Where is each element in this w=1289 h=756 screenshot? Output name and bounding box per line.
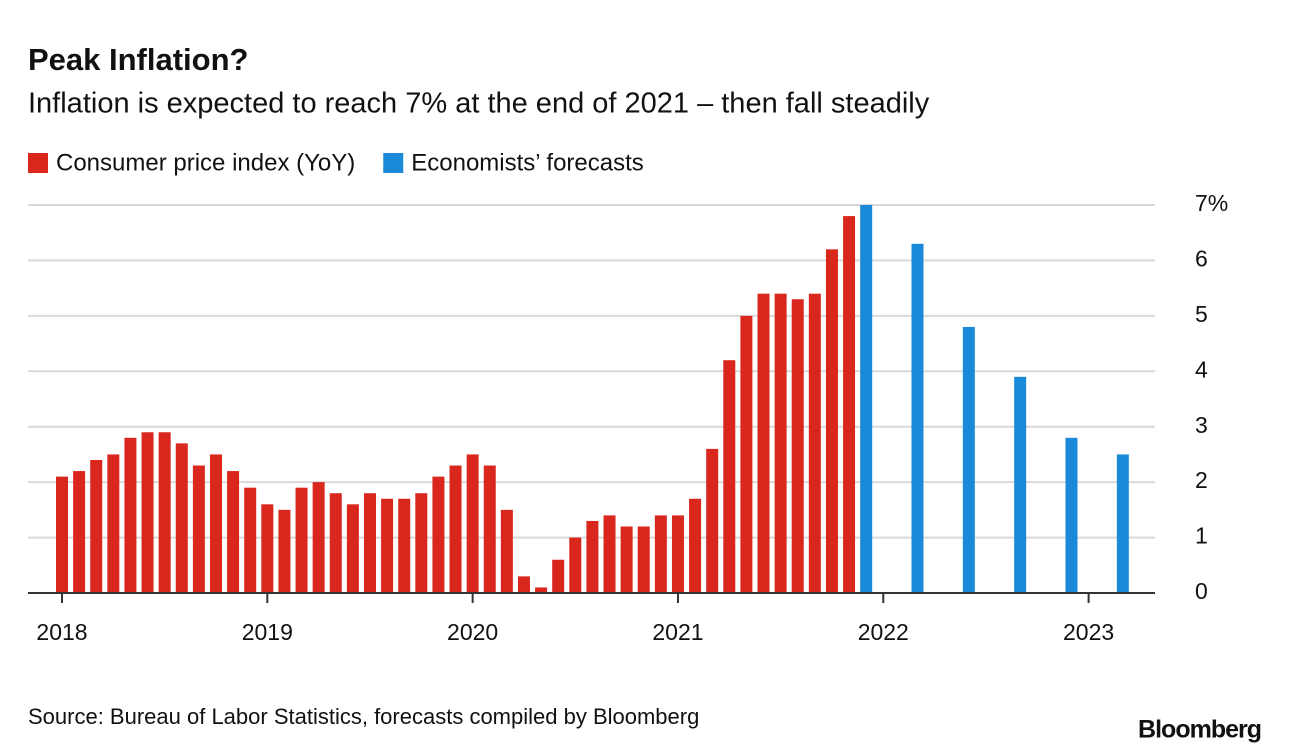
bar: [552, 559, 565, 593]
x-tick-label: 2019: [242, 619, 293, 645]
bar: [192, 465, 205, 593]
bar: [962, 326, 975, 593]
bar: [860, 205, 873, 593]
bar: [569, 537, 582, 593]
legend-label: Economists’ forecasts: [411, 149, 644, 176]
bar: [227, 471, 240, 593]
y-tick-label: 2: [1195, 467, 1208, 493]
legend-swatch: [28, 153, 48, 173]
bar: [637, 526, 650, 593]
x-tick-label: 2023: [1063, 619, 1114, 645]
bar: [432, 476, 445, 593]
bar: [312, 482, 325, 593]
y-tick-label: 3: [1195, 412, 1208, 438]
bar: [791, 299, 804, 593]
bar: [278, 509, 291, 593]
bar: [90, 459, 103, 593]
y-tick-label: 6: [1195, 246, 1208, 272]
legend-swatch: [383, 153, 404, 173]
bar: [483, 465, 496, 593]
bar: [141, 432, 154, 593]
bar: [843, 216, 856, 594]
bar: [363, 493, 376, 593]
bar: [209, 454, 222, 593]
x-tick-label: 2021: [652, 619, 703, 645]
bar: [295, 487, 308, 593]
bar: [56, 476, 68, 593]
y-tick-label: 1: [1195, 523, 1208, 549]
bar: [825, 249, 838, 594]
bar: [706, 448, 719, 593]
bar: [1116, 454, 1129, 593]
logo: Bloomberg: [1138, 716, 1261, 744]
bar: [244, 487, 257, 593]
bar: [449, 465, 462, 593]
bar: [723, 360, 736, 593]
bar: [124, 437, 137, 593]
bar: [346, 504, 359, 593]
y-tick-label: 0: [1195, 578, 1208, 604]
bar: [329, 493, 342, 593]
bar: [517, 576, 530, 593]
x-tick-label: 2022: [858, 619, 909, 645]
y-tick-label: 7%: [1195, 190, 1228, 216]
bar: [535, 587, 548, 593]
bar: [586, 520, 599, 593]
bar: [415, 493, 428, 593]
y-tick-label: 5: [1195, 301, 1208, 327]
y-tick-label: 4: [1195, 356, 1208, 382]
bar: [1065, 437, 1078, 593]
bar: [158, 432, 171, 593]
bar: [911, 243, 924, 594]
bar: [740, 315, 753, 593]
bar: [774, 293, 787, 593]
bar: [808, 293, 821, 593]
bar: [1014, 376, 1027, 593]
bar: [757, 293, 770, 593]
x-tick-label: 2018: [36, 619, 87, 645]
source-note: Source: Bureau of Labor Statistics, fore…: [28, 704, 699, 729]
bar: [620, 526, 633, 593]
chart-title: Peak Inflation?: [28, 42, 248, 77]
bar: [175, 443, 188, 593]
bar: [107, 454, 120, 593]
bar: [603, 515, 616, 593]
bar: [73, 471, 86, 593]
bar: [381, 498, 394, 593]
legend-label: Consumer price index (YoY): [56, 149, 355, 176]
chart-subtitle: Inflation is expected to reach 7% at the…: [28, 88, 930, 120]
bar: [500, 509, 513, 593]
x-tick-label: 2020: [447, 619, 498, 645]
bar: [398, 498, 411, 593]
bar: [689, 498, 702, 593]
bar: [671, 515, 684, 593]
bar: [654, 515, 667, 593]
bar: [466, 454, 479, 593]
bar: [261, 504, 274, 593]
